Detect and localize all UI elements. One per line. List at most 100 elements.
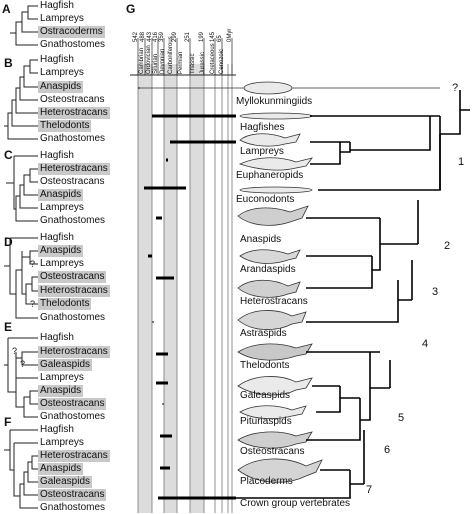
taxon-label: Heterostracans bbox=[240, 296, 308, 307]
age-label: 65 bbox=[217, 35, 223, 42]
taxon-label: Gnathostomes bbox=[40, 312, 106, 323]
taxon-label: Anaspids bbox=[38, 81, 84, 93]
fish-illustration bbox=[238, 157, 313, 171]
fish-illustration bbox=[239, 112, 313, 120]
taxon-label: Hagfish bbox=[40, 150, 74, 161]
period-label: Devonian bbox=[160, 48, 166, 74]
fossil-illustrations bbox=[237, 81, 323, 483]
taxon-label: Osteostracans bbox=[38, 398, 107, 410]
taxon-label: Heterostracans bbox=[38, 450, 110, 462]
taxon-label: Hagfishes bbox=[240, 122, 285, 133]
node-number: 5 bbox=[398, 412, 405, 424]
silurian-band bbox=[164, 64, 177, 513]
taxon-label: Gnathostomes bbox=[40, 39, 106, 50]
taxon-label: Anaspids bbox=[38, 463, 84, 475]
taxon-label: Galeaspids bbox=[38, 359, 93, 371]
age-label: 359 bbox=[159, 31, 165, 42]
fish-illustration bbox=[237, 458, 323, 483]
panel-letter: A bbox=[2, 2, 11, 16]
taxon-label: Heterostracans bbox=[38, 163, 110, 175]
panel-letter: G bbox=[126, 2, 136, 16]
node-number: 6 bbox=[384, 444, 391, 456]
taxon-label: Lampreys bbox=[40, 372, 84, 383]
taxon-label: Gnathostomes bbox=[40, 502, 106, 513]
node-number: 4 bbox=[422, 338, 429, 350]
taxon-label: Gnathostomes bbox=[40, 133, 106, 144]
timescale-chart bbox=[130, 38, 440, 513]
taxon-label: Hagfish bbox=[40, 232, 74, 243]
taxon-label: Arandaspids bbox=[240, 264, 296, 275]
taxon-label: Osteostracans bbox=[240, 446, 305, 457]
taxon-label: Lampreys bbox=[40, 13, 84, 24]
taxon-label: Galeaspids bbox=[38, 476, 93, 488]
small-trees bbox=[4, 5, 38, 509]
taxon-label: Gnathostomes bbox=[40, 411, 106, 422]
period-label: Triassic bbox=[190, 53, 196, 74]
period-label: Permian bbox=[178, 51, 184, 74]
taxon-label: Lampreys bbox=[240, 146, 284, 157]
range-bars bbox=[138, 87, 236, 500]
taxon-label: Pituriaspids bbox=[240, 416, 292, 427]
age-label: 488 bbox=[140, 31, 146, 42]
taxon-label: Hagfish bbox=[40, 0, 74, 11]
taxon-label: Osteostracans bbox=[38, 489, 107, 501]
age-label: 199 bbox=[199, 31, 205, 42]
taxon-label: Placoderms bbox=[240, 476, 293, 487]
taxon-label: Thelodonts bbox=[38, 298, 92, 310]
period-label: Jurassic bbox=[200, 51, 206, 74]
taxon-label: Lampreys bbox=[40, 437, 84, 448]
fish-illustration bbox=[239, 133, 301, 147]
period-label: Silurian bbox=[153, 53, 159, 74]
panel-letter: D bbox=[4, 235, 13, 249]
fish-illustration bbox=[237, 279, 301, 298]
period-label: Cambrian bbox=[139, 47, 145, 74]
node-number: ? bbox=[452, 82, 459, 94]
fish-illustration bbox=[237, 310, 307, 330]
taxon-label: Euphaneropids bbox=[236, 170, 304, 181]
fish-illustration bbox=[237, 431, 313, 449]
fish-illustration bbox=[237, 205, 309, 226]
taxon-label: Euconodonts bbox=[236, 194, 295, 205]
node-number: 2 bbox=[444, 240, 451, 252]
age-label: 299 bbox=[172, 31, 178, 42]
taxon-label: Heterostracans bbox=[38, 346, 110, 358]
taxon-label: Galeaspids bbox=[240, 390, 291, 401]
node-number: 7 bbox=[366, 484, 373, 496]
taxon-label: Lampreys bbox=[40, 67, 84, 78]
taxon-label: Osteostracans bbox=[40, 176, 105, 187]
main-cladogram bbox=[236, 90, 470, 499]
taxon-label: Lampreys bbox=[40, 202, 84, 213]
period-label: Cenozoic bbox=[219, 48, 225, 74]
taxon-label: Anaspids bbox=[240, 234, 282, 245]
taxon-label: Anaspids bbox=[38, 189, 84, 201]
panel-letter: F bbox=[4, 415, 12, 429]
panel-letter: B bbox=[4, 56, 13, 70]
taxon-label: Anaspids bbox=[38, 385, 84, 397]
question-mark: ? bbox=[20, 359, 26, 369]
fish-illustration bbox=[243, 81, 293, 95]
taxon-label: Heterostracans bbox=[38, 285, 110, 297]
fish-illustration bbox=[239, 405, 307, 420]
node-number: 3 bbox=[432, 286, 439, 298]
period-label: Cretaceous bbox=[210, 43, 216, 74]
age-label: 145 bbox=[210, 31, 216, 42]
taxon-label: Crown group vertebrates bbox=[240, 498, 351, 509]
taxon-label: Osteostracans bbox=[38, 271, 107, 283]
taxon-label: Anaspids bbox=[38, 245, 84, 257]
taxon-label: Astraspids bbox=[240, 328, 287, 339]
taxon-label: Hagfish bbox=[40, 332, 74, 343]
taxon-label: Hagfish bbox=[40, 424, 74, 435]
question-mark: ? bbox=[12, 346, 18, 356]
taxon-label: Hagfish bbox=[40, 54, 74, 65]
taxon-label: Osteostracans bbox=[40, 94, 105, 105]
cambrian-band bbox=[138, 64, 152, 513]
fish-illustration bbox=[237, 376, 313, 396]
taxon-label: Gnathostomes bbox=[40, 215, 106, 226]
age-label: 542 bbox=[133, 31, 139, 42]
permian-band bbox=[190, 64, 204, 513]
period-label: Ordovician bbox=[146, 45, 152, 74]
age-label: 251 bbox=[185, 31, 191, 42]
fish-illustration bbox=[237, 343, 313, 361]
taxon-label: Heterostracans bbox=[38, 107, 110, 119]
